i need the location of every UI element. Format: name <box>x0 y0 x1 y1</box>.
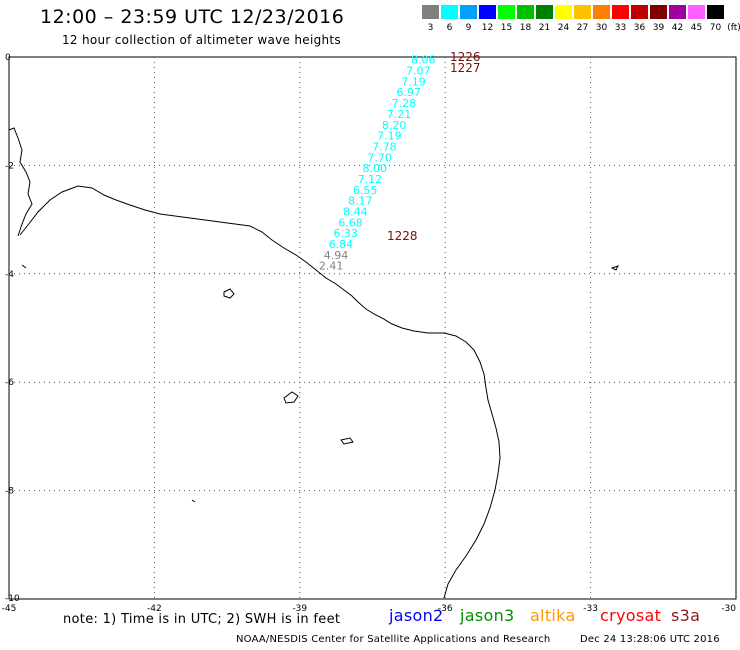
lon-tick-label: -39 <box>292 604 307 614</box>
legend-swatch-27 <box>574 5 591 19</box>
legend-label-30: 30 <box>595 23 608 33</box>
lat-tick-label: -8 <box>5 487 14 497</box>
legend-label-21: 21 <box>538 23 551 33</box>
satellite-altika: altika <box>530 606 576 625</box>
island-4 <box>610 265 619 271</box>
page-title: 12:00 – 23:59 UTC 12/23/2016 <box>40 6 345 28</box>
swh-label: 7.28 <box>392 97 417 110</box>
legend-label-9: 9 <box>465 23 472 33</box>
generated-timestamp: Dec 24 13:28:06 UTC 2016 <box>580 634 720 645</box>
swh-label: 2.41 <box>319 260 344 273</box>
swh-label: 6.97 <box>396 86 421 99</box>
coastline <box>8 127 619 599</box>
swh-label: 7.07 <box>406 65 431 78</box>
footer-note: note: 1) Time is in UTC; 2) SWH is in fe… <box>63 612 341 627</box>
legend-swatch-33 <box>612 5 629 19</box>
island-1 <box>223 288 235 299</box>
legend-label-3: 3 <box>427 23 434 33</box>
satellite-cryosat: cryosat <box>600 606 662 625</box>
lat-tick-label: -4 <box>5 270 14 280</box>
swh-label: 7.78 <box>372 140 397 153</box>
map-frame <box>8 56 737 600</box>
island-3 <box>340 437 354 445</box>
legend-label-70: 70 <box>709 23 722 33</box>
satellite-jason3: jason3 <box>460 606 515 625</box>
lon-tick-label: -33 <box>583 604 598 614</box>
swh-label: 4.94 <box>324 249 349 262</box>
legend-swatch-45 <box>688 5 705 19</box>
legend-label-39: 39 <box>652 23 665 33</box>
legend-swatch-24 <box>555 5 572 19</box>
legend-unit: (ft) <box>727 23 740 33</box>
swh-label: 6.55 <box>353 184 378 197</box>
lon-tick-label: -36 <box>438 604 453 614</box>
island-2 <box>283 391 299 404</box>
satellite-s3a: s3a <box>671 606 701 625</box>
credit-text: NOAA/NESDIS Center for Satellite Applica… <box>236 634 551 645</box>
time-label: 1227 <box>450 61 481 75</box>
swh-label: 6.33 <box>333 227 358 240</box>
legend-label-18: 18 <box>519 23 532 33</box>
swh-label: 7.70 <box>367 151 392 164</box>
time-label: 1226 <box>450 50 481 64</box>
coastline-northwest <box>8 127 33 237</box>
island-5 <box>191 499 196 503</box>
swh-label: 7.21 <box>387 108 412 121</box>
legend-swatch-3 <box>422 5 439 19</box>
legend-swatch-18 <box>517 5 534 19</box>
legend-swatch-12 <box>479 5 496 19</box>
lat-tick-label: -10 <box>5 594 20 604</box>
legend-label-27: 27 <box>576 23 589 33</box>
legend-swatch-9 <box>460 5 477 19</box>
legend-swatch-70 <box>707 5 724 19</box>
legend-swatch-30 <box>593 5 610 19</box>
legend-label-24: 24 <box>557 23 570 33</box>
swh-label: 7.19 <box>401 75 426 88</box>
legend-swatch-42 <box>669 5 686 19</box>
swh-label: 8.06 <box>411 54 436 67</box>
legend-label-12: 12 <box>481 23 494 33</box>
island-6 <box>21 264 27 269</box>
swh-label: 8.20 <box>382 119 407 132</box>
legend-swatch-15 <box>498 5 515 19</box>
page-subtitle: 12 hour collection of altimeter wave hei… <box>62 33 341 47</box>
legend-swatch-36 <box>631 5 648 19</box>
swh-label: 7.19 <box>377 130 402 143</box>
lat-tick-label: -2 <box>5 161 14 171</box>
swh-label: 6.68 <box>338 216 363 229</box>
swh-label: 8.44 <box>343 205 368 218</box>
coastline-mainland <box>19 185 501 599</box>
swh-label: 8.00 <box>363 162 388 175</box>
legend-label-6: 6 <box>446 23 453 33</box>
lon-tick-label: -30 <box>721 604 736 614</box>
legend-swatch-6 <box>441 5 458 19</box>
legend-label-15: 15 <box>500 23 513 33</box>
legend-label-33: 33 <box>614 23 627 33</box>
legend-label-36: 36 <box>633 23 646 33</box>
swh-label: 8.17 <box>348 195 373 208</box>
lat-tick-label: -6 <box>5 378 14 388</box>
lon-tick-label: -45 <box>2 604 17 614</box>
swh-label: 7.12 <box>358 173 383 186</box>
swh-label: 6.84 <box>329 238 354 251</box>
time-label: 1228 <box>387 229 418 243</box>
legend-label-45: 45 <box>690 23 703 33</box>
legend-label-42: 42 <box>671 23 684 33</box>
lon-tick-label: -42 <box>147 604 162 614</box>
satellite-jason2: jason2 <box>389 606 444 625</box>
lat-tick-label: 0 <box>5 53 11 63</box>
legend-swatch-21 <box>536 5 553 19</box>
legend-swatch-39 <box>650 5 667 19</box>
